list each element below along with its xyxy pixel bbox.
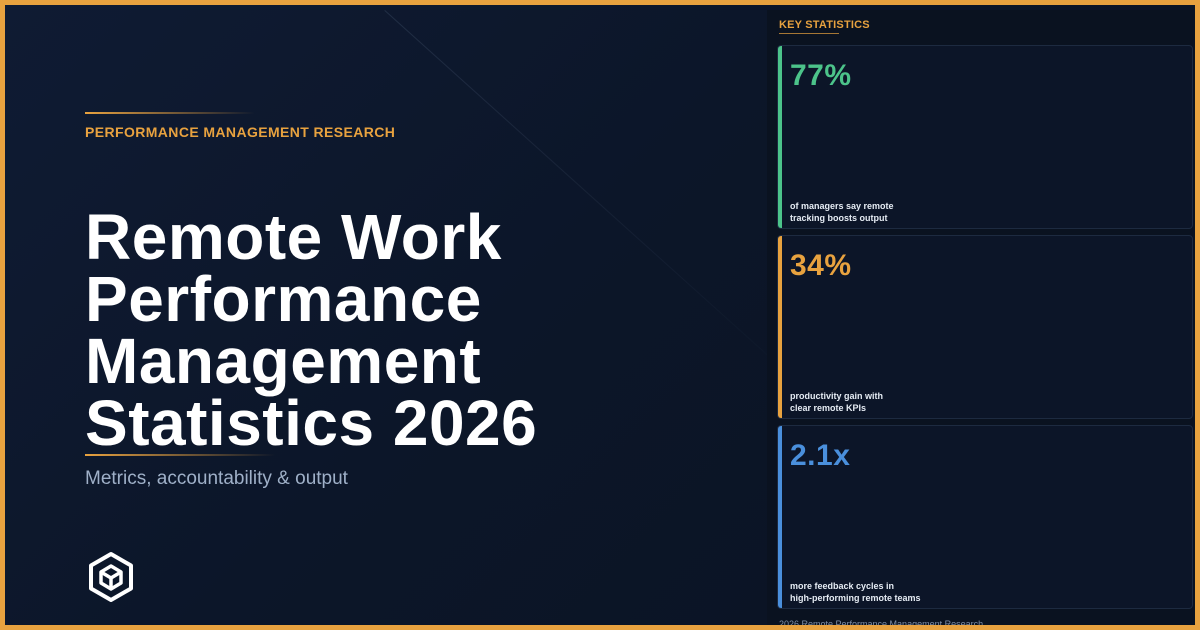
stat-description: of managers say remote tracking boosts o…: [790, 200, 940, 224]
stat-value: 2.1x: [790, 439, 851, 472]
stat-description-line: more feedback cycles in: [790, 581, 895, 591]
title-line: Statistics 2026: [85, 387, 538, 459]
eyebrow-text: PERFORMANCE MANAGEMENT RESEARCH: [85, 124, 396, 140]
title-line: Performance: [85, 263, 482, 335]
subtitle: Metrics, accountability & output: [85, 468, 348, 489]
stat-card-accent: [778, 46, 782, 228]
stat-card-accent: [778, 426, 782, 608]
stat-description-line: clear remote KPIs: [790, 403, 867, 413]
key-statistics-panel: KEY STATISTICS 77% of managers say remot…: [767, 10, 1195, 629]
stat-value: 77%: [790, 59, 852, 92]
stat-description-line: productivity gain with: [790, 391, 884, 401]
stat-card-accent: [778, 236, 782, 418]
eyebrow-rule: [85, 112, 255, 114]
stat-description: productivity gain with clear remote KPIs: [790, 390, 940, 414]
stat-card: 77% of managers say remote tracking boos…: [777, 45, 1193, 229]
stat-card: 2.1x more feedback cycles in high-perfor…: [777, 425, 1193, 609]
hexagon-cube-logo-icon: [85, 551, 137, 603]
stat-card: 34% productivity gain with clear remote …: [777, 235, 1193, 419]
hero-section: PERFORMANCE MANAGEMENT RESEARCH Remote W…: [5, 5, 765, 625]
page-title: Remote Work Performance Management Stati…: [85, 201, 745, 459]
stat-description-line: tracking boosts output: [790, 213, 888, 223]
panel-footer: 2026 Remote Performance Management Resea…: [779, 619, 984, 629]
panel-heading-rule: [779, 33, 839, 34]
stat-description: more feedback cycles in high-performing …: [790, 580, 940, 604]
stat-description-line: of managers say remote: [790, 201, 894, 211]
stat-description-line: high-performing remote teams: [790, 593, 921, 603]
stat-value: 34%: [790, 249, 852, 282]
title-line: Remote Work: [85, 201, 502, 273]
title-underline: [85, 454, 275, 456]
panel-heading: KEY STATISTICS: [779, 19, 870, 31]
title-line: Management: [85, 325, 482, 397]
